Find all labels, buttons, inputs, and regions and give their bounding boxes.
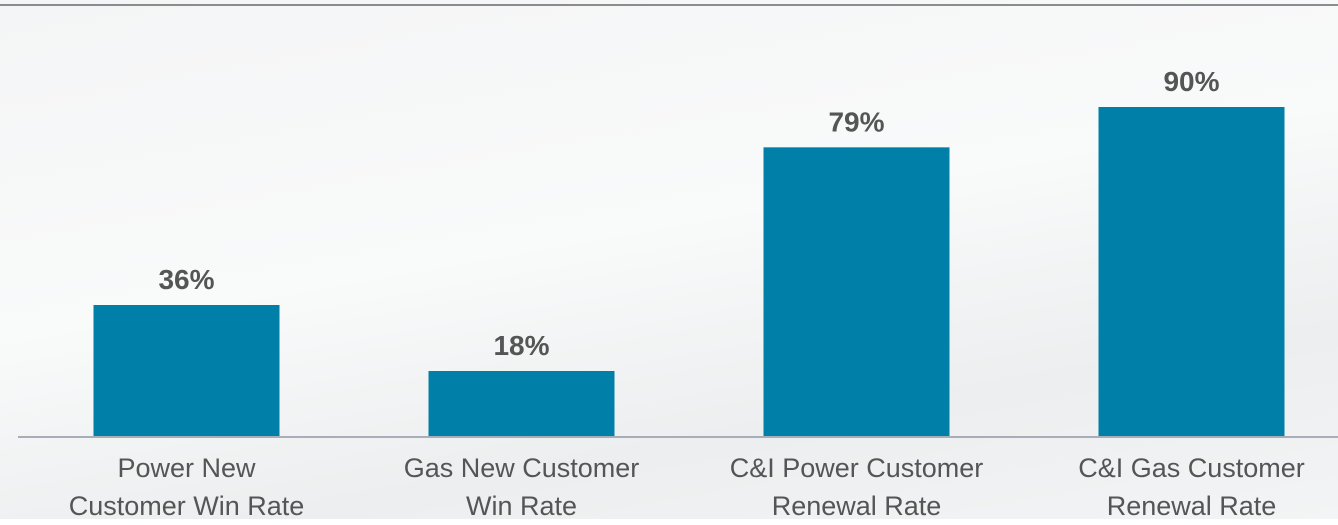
category-label: C&I Power Customer Renewal Rate (692, 449, 1022, 525)
bar (1099, 107, 1285, 437)
value-label: 90% (1163, 66, 1219, 97)
bar (429, 371, 615, 437)
value-label: 18% (493, 330, 549, 361)
category-label: C&I Gas Customer Renewal Rate (1027, 449, 1338, 525)
bar (764, 147, 950, 437)
category-label: Gas New Customer Win Rate (357, 449, 687, 525)
value-label: 79% (828, 106, 884, 137)
category-label: Power New Customer Win Rate (22, 449, 352, 525)
value-label: 36% (158, 264, 214, 295)
bar (94, 305, 280, 437)
